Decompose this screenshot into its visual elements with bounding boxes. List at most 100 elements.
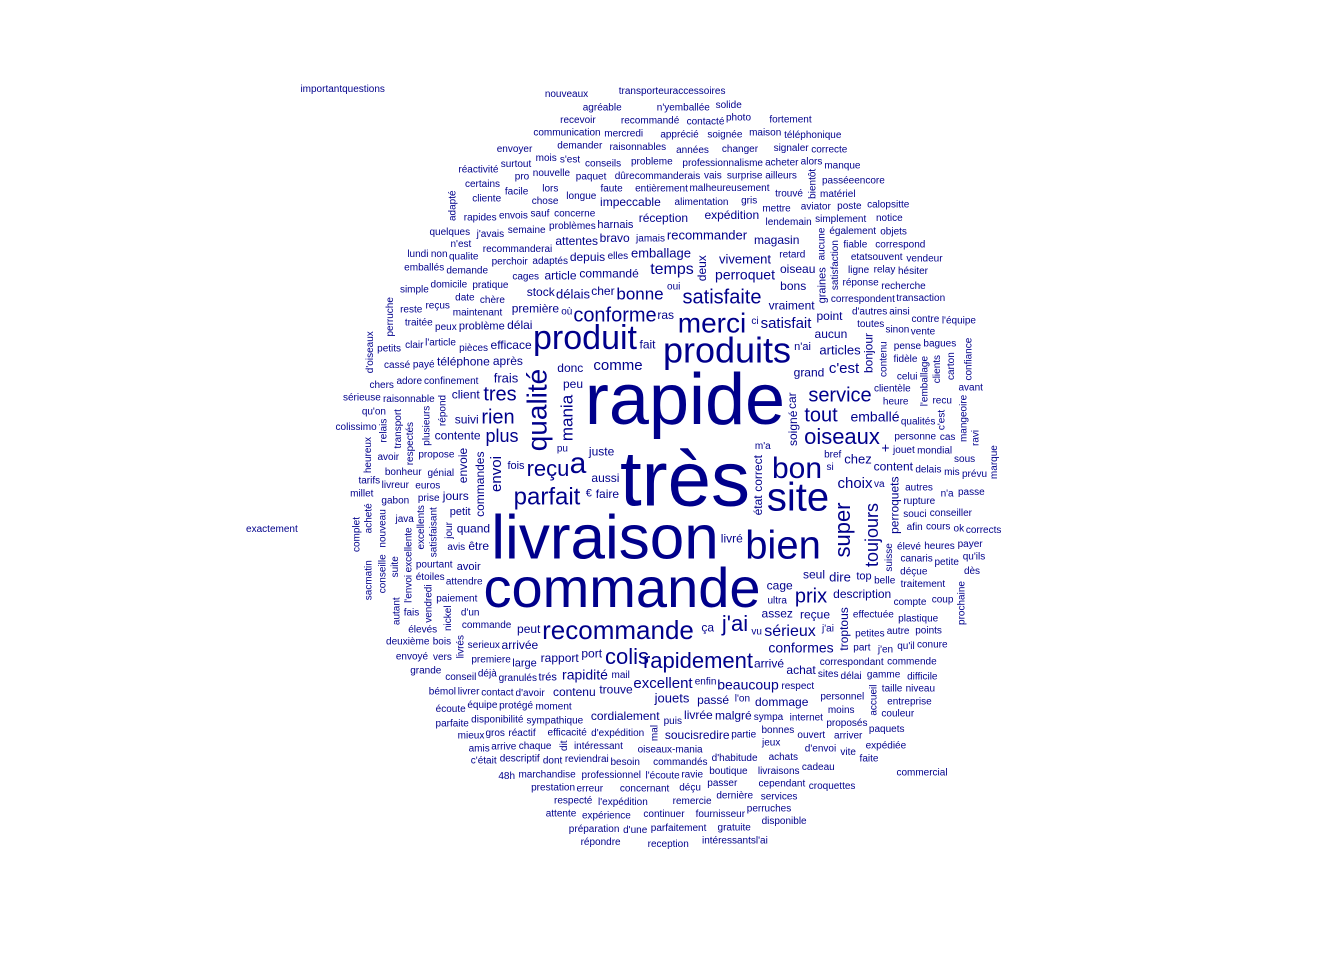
word-produit: produit <box>533 319 638 357</box>
word-arriver: arriver <box>834 730 863 741</box>
word-tres: très <box>620 435 750 523</box>
word-petite: petite <box>934 557 959 568</box>
word-avis: avis <box>447 542 465 553</box>
word-tarifs: tarifs <box>358 476 380 487</box>
word-jouet: jouet <box>892 445 915 456</box>
word-vente: vente <box>911 326 936 337</box>
word-d-autres: d'autres <box>852 307 887 318</box>
word-suisse: suisse <box>884 543 895 572</box>
word-relay: relay <box>874 264 896 275</box>
word-coup: coup <box>932 594 954 605</box>
word-symbol: € <box>586 487 592 499</box>
word-telephonique: téléphonique <box>784 130 842 141</box>
word-livrer: livrer <box>458 686 480 697</box>
word-dit: dit <box>559 740 570 751</box>
word-c-est: c'est <box>937 410 948 430</box>
word-efficace: efficace <box>491 338 532 352</box>
word-correspondent: correspondent <box>831 294 895 305</box>
word-raisonnable: raisonnable <box>383 394 435 405</box>
word-c-etait: c'était <box>471 756 497 767</box>
word-commande: commande <box>462 620 512 631</box>
word-partie: partie <box>731 729 756 740</box>
word-satisfaite: satisfaite <box>683 286 762 308</box>
word-excellents: excellents <box>416 505 427 549</box>
word-fortement: fortement <box>769 114 811 125</box>
word-cliente: cliente <box>472 193 501 204</box>
word-pratique: pratique <box>472 280 509 291</box>
word-sympathique: sympathique <box>527 716 584 727</box>
word-celui: celui <box>897 371 918 382</box>
word-complet: complet <box>351 517 362 552</box>
word-d-une: d'une <box>623 825 648 836</box>
word-bon: bon <box>772 452 822 485</box>
word-peu: peu <box>563 377 583 391</box>
word-d-oiseaux: d'oiseaux <box>365 331 376 373</box>
word-reponse: réponse <box>843 278 880 289</box>
word-soignee: soignée <box>707 129 742 140</box>
word-choix: choix <box>837 475 873 492</box>
word-oui: oui <box>667 282 680 293</box>
word-produits: produits <box>663 330 791 371</box>
word-bref: bref <box>824 450 841 461</box>
word-suivi: suivi <box>455 413 479 427</box>
word-envois: envois <box>499 211 528 222</box>
word-j-en: j'en <box>877 644 893 655</box>
word-adapte: adapté <box>448 190 459 221</box>
word-durecommanderais: dûrecommanderais <box>615 171 701 182</box>
word-ca: ça <box>701 621 714 635</box>
word-mieux: mieux <box>458 731 485 742</box>
word-eleves: élevés <box>408 624 437 635</box>
word-probleme: probleme <box>631 156 673 167</box>
word-delai: délai <box>841 671 862 682</box>
word-passe: passe <box>958 487 985 498</box>
word-livres: livrés <box>456 635 467 658</box>
word-toutes: toutes <box>857 319 884 330</box>
word-transport: transport <box>393 409 404 449</box>
word-large: large <box>512 658 536 670</box>
word-aussi: aussi <box>591 471 619 485</box>
word-fidele: fidèle <box>894 354 918 365</box>
word-commende: commende <box>887 657 937 668</box>
word-vraiment: vraiment <box>769 298 816 312</box>
word-arrive: arrivé <box>754 656 784 670</box>
word-cadeau: cadeau <box>802 762 835 773</box>
word-qu-il: qu'il <box>897 641 914 652</box>
word-correspond: correspond <box>875 240 925 251</box>
word-casse: cassé <box>384 360 411 371</box>
word-arrive: arrive <box>491 742 516 753</box>
word-l-equipe: l'équipe <box>942 316 977 327</box>
word-reviendrai: reviendrai <box>565 754 609 765</box>
word-bonjour: bonjour <box>861 333 875 373</box>
word-temps: temps <box>650 261 694 278</box>
word-serieux: sérieux <box>764 623 816 640</box>
word-depuis: depuis <box>570 250 605 264</box>
word-qualites: qualités <box>901 416 935 427</box>
word-recu: recu <box>932 396 951 407</box>
word-chaque: chaque <box>519 741 552 752</box>
word-bonheur: bonheur <box>385 467 422 478</box>
word-quand: quand <box>457 522 490 536</box>
word-vite: vite <box>840 747 856 758</box>
word-ouvert: ouvert <box>797 730 825 741</box>
word-merci: merci <box>678 307 746 338</box>
word-efficacite: efficacité <box>548 728 588 739</box>
word-disponibilite: disponibilité <box>471 714 524 725</box>
word-description: description <box>833 587 891 601</box>
word-ok: ok <box>954 523 966 534</box>
word-excellent: excellent <box>633 675 693 692</box>
word-attentes: attentes <box>555 234 598 248</box>
word-marchandise: marchandise <box>518 769 576 780</box>
word-paiement: paiement <box>436 593 477 604</box>
word-fiable: fiable <box>843 240 867 251</box>
word-cage: cage <box>767 578 793 592</box>
word-confiance: confiance <box>964 337 975 380</box>
word-signaler: signaler <box>774 143 810 154</box>
word-heures: heures <box>924 541 955 552</box>
word-rapport: rapport <box>541 651 580 665</box>
word-rapides: rapides <box>464 213 497 224</box>
word-jouets: jouets <box>654 690 690 705</box>
word-j-ai: j'ai <box>821 623 834 634</box>
word-propose: propose <box>418 449 455 460</box>
word-apres: après <box>493 354 523 368</box>
word-j-ai: j'ai <box>721 611 748 636</box>
